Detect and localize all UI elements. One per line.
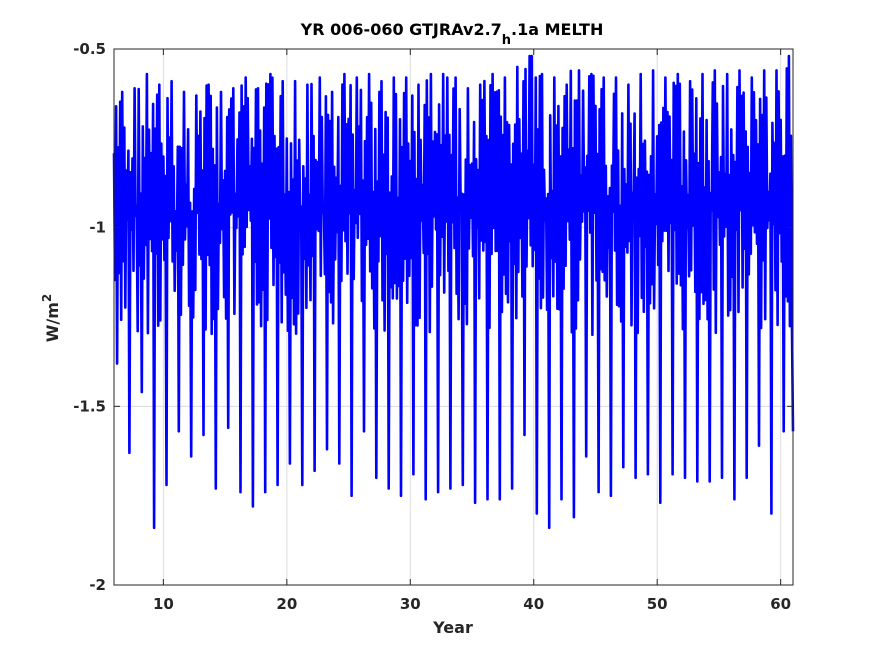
x-axis: 10 20 30 40 50 60 bbox=[153, 49, 791, 613]
x-axis-label: Year bbox=[432, 618, 473, 637]
x-tick-label: 20 bbox=[276, 595, 297, 613]
y-axis: -0.5 -1 -1.5 -2 bbox=[73, 40, 793, 594]
y-axis-label: W/m2 bbox=[40, 294, 62, 343]
y-tick-label: -1 bbox=[89, 219, 106, 237]
x-tick-label: 50 bbox=[647, 595, 668, 613]
y-tick-label: -1.5 bbox=[73, 397, 106, 415]
y-tick-label: -2 bbox=[89, 576, 106, 594]
y-tick-label: -0.5 bbox=[73, 40, 106, 58]
plot-frame bbox=[113, 48, 794, 586]
x-tick-label: 60 bbox=[770, 595, 791, 613]
series-line bbox=[112, 54, 795, 530]
series-layer bbox=[112, 54, 795, 530]
chart-title: YR 006-060 GTJRAv2.7h.1a MELTH bbox=[300, 20, 604, 48]
x-tick-label: 10 bbox=[153, 595, 174, 613]
x-tick-label: 30 bbox=[400, 595, 421, 613]
x-tick-label: 40 bbox=[523, 595, 544, 613]
